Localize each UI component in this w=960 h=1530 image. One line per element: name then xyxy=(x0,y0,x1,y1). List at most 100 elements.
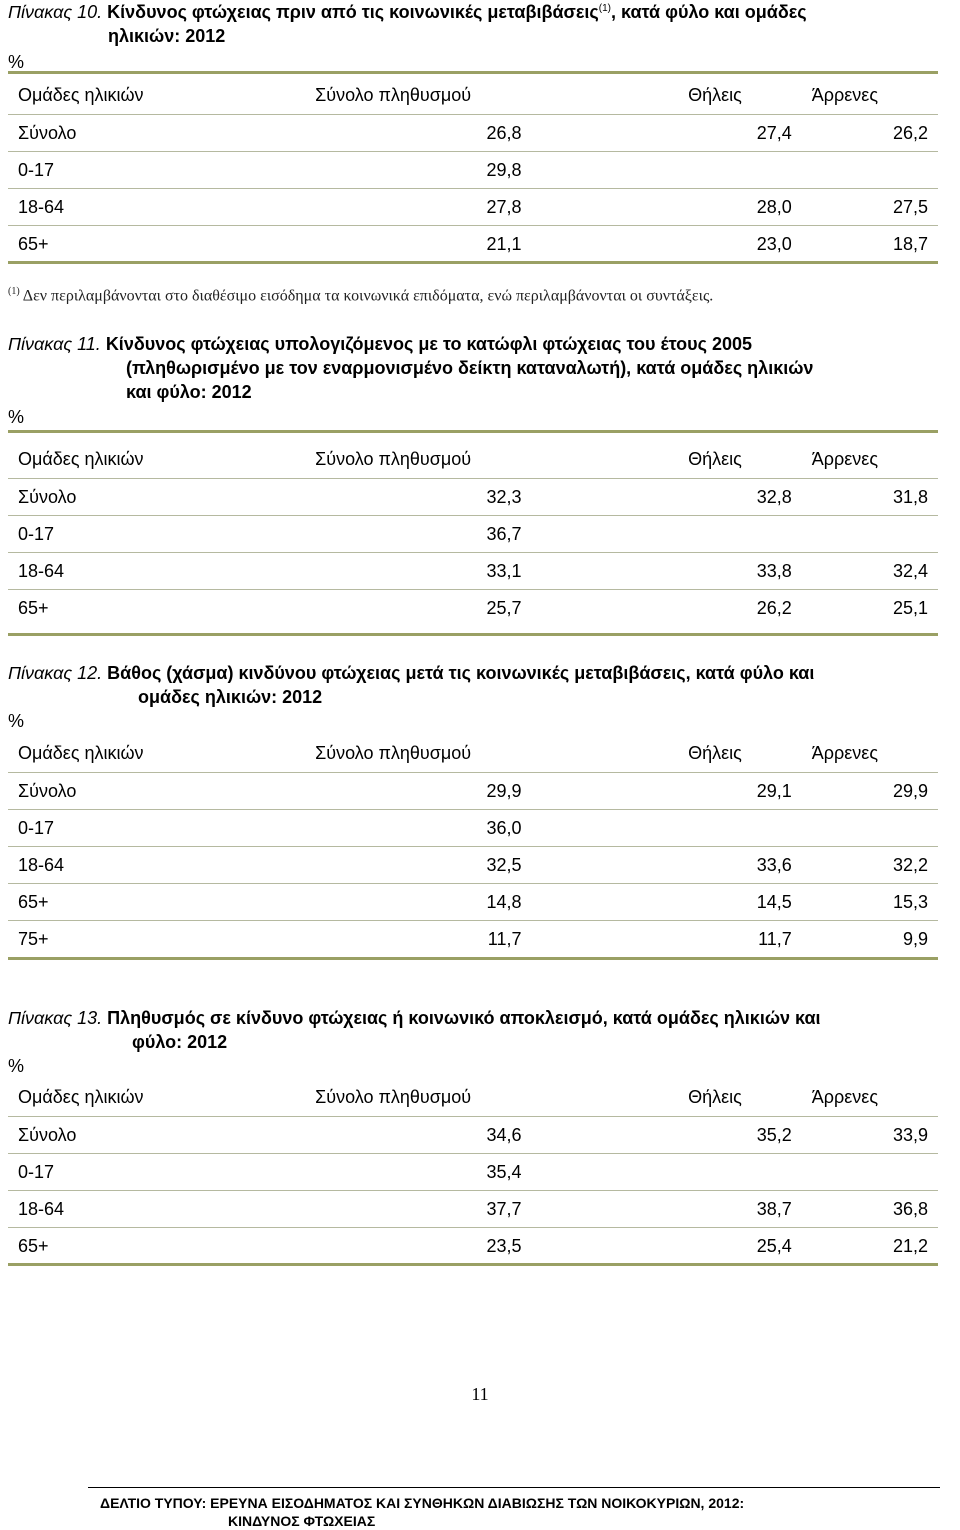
header-total: Σύνολο πληθυσμού xyxy=(315,448,472,469)
row-label: 0-17 xyxy=(8,515,255,553)
cell-male: 15,3 xyxy=(801,883,938,921)
footnote-text: Δεν περιλαμβάνονται στο διαθέσιμο εισόδη… xyxy=(19,287,714,305)
header-age-groups: Ομάδες ηλικιών xyxy=(18,84,144,105)
row-label: 65+ xyxy=(8,883,255,921)
cell-female: 28,0 xyxy=(531,188,802,226)
table-title-line2: φύλο: 2012 xyxy=(132,1032,228,1052)
table-bottom-rule xyxy=(8,261,938,264)
header-female: Θήλεις xyxy=(688,742,742,763)
table-label: Πίνακας 10. xyxy=(8,2,103,22)
table-row: Σύνολο 29,9 29,1 29,9 xyxy=(8,772,938,810)
cell-female xyxy=(531,1153,802,1191)
table-10: Ομάδες ηλικιών Σύνολο πληθυσμού Θήλεις Ά… xyxy=(8,76,938,262)
cell-total: 37,7 xyxy=(254,1190,532,1228)
row-label: Σύνολο xyxy=(8,114,255,152)
cell-female: 35,2 xyxy=(531,1116,802,1154)
table-11-caption: Πίνακας 11. Κίνδυνος φτώχειας υπολογιζόμ… xyxy=(8,332,938,428)
footnote-ref: (1) xyxy=(598,3,611,14)
cell-total: 36,7 xyxy=(254,515,532,553)
header-total: Σύνολο πληθυσμού xyxy=(315,1086,472,1107)
table-row: 65+ 14,8 14,5 15,3 xyxy=(8,883,938,921)
table-label: Πίνακας 13. xyxy=(8,1008,103,1028)
header-age-groups: Ομάδες ηλικιών xyxy=(18,1086,144,1107)
header-age-groups: Ομάδες ηλικιών xyxy=(18,742,144,763)
cell-male: 32,4 xyxy=(801,552,938,590)
table-row: 75+ 11,7 11,7 9,9 xyxy=(8,920,938,957)
footer-line2: ΚΙΝΔΥΝΟΣ ΦΤΩΧΕΙΑΣ xyxy=(228,1513,376,1529)
cell-male: 21,2 xyxy=(801,1227,938,1264)
table-bottom-rule xyxy=(8,957,938,960)
cell-total: 35,4 xyxy=(254,1153,532,1191)
table-header-row: Ομάδες ηλικιών Σύνολο πληθυσμού Θήλεις Ά… xyxy=(8,76,938,115)
cell-total: 14,8 xyxy=(254,883,532,921)
cell-total: 27,8 xyxy=(254,188,532,226)
cell-female: 11,7 xyxy=(531,920,802,957)
table-10-caption: Πίνακας 10. Κίνδυνος φτώχειας πριν από τ… xyxy=(8,0,938,73)
header-male: Άρρενες xyxy=(811,1086,878,1107)
row-label: 18-64 xyxy=(8,1190,255,1228)
header-total: Σύνολο πληθυσμού xyxy=(315,84,472,105)
header-male: Άρρενες xyxy=(811,448,878,469)
table-title-line2: ομάδες ηλικιών: 2012 xyxy=(138,687,323,707)
cell-female: 38,7 xyxy=(531,1190,802,1228)
table-row: 65+ 21,1 23,0 18,7 xyxy=(8,225,938,262)
table-top-rule xyxy=(8,71,938,74)
header-age-groups: Ομάδες ηλικιών xyxy=(18,448,144,469)
table-11: Ομάδες ηλικιών Σύνολο πληθυσμού Θήλεις Ά… xyxy=(8,440,938,626)
header-female: Θήλεις xyxy=(688,84,742,105)
cell-female: 33,8 xyxy=(531,552,802,590)
cell-total: 29,9 xyxy=(254,772,532,810)
table-title-line2: (πληθωρισμένο με τον εναρμονισμένο δείκτ… xyxy=(126,358,814,378)
table-title: Βάθος (χάσμα) κινδύνου φτώχειας μετά τις… xyxy=(107,663,815,683)
table-12-caption: Πίνακας 12. Βάθος (χάσμα) κινδύνου φτώχε… xyxy=(8,661,938,732)
cell-total: 34,6 xyxy=(254,1116,532,1154)
row-label: 18-64 xyxy=(8,552,255,590)
table-top-rule xyxy=(8,430,938,433)
table-row: 18-64 33,1 33,8 32,4 xyxy=(8,552,938,590)
row-label: Σύνολο xyxy=(8,478,255,516)
cell-total: 29,8 xyxy=(254,151,532,189)
cell-male: 33,9 xyxy=(801,1116,938,1154)
cell-female: 29,1 xyxy=(531,772,802,810)
cell-total: 32,3 xyxy=(254,478,532,516)
page-number: 11 xyxy=(471,1384,489,1404)
cell-female xyxy=(531,809,802,847)
cell-total: 21,1 xyxy=(254,225,532,262)
table-header-row: Ομάδες ηλικιών Σύνολο πληθυσμού Θήλεις Ά… xyxy=(8,734,938,773)
table-label: Πίνακας 12. xyxy=(8,663,103,683)
table-title-end: , κατά φύλο και ομάδες xyxy=(611,2,807,22)
footer-line1: ΔΕΛΤΙΟ ΤΥΠΟΥ: ΕΡΕΥΝΑ ΕΙΣΟΔΗΜΑΤΟΣ ΚΑΙ ΣΥΝ… xyxy=(100,1495,745,1511)
cell-total: 36,0 xyxy=(254,809,532,847)
table-title-line2: ηλικιών: 2012 xyxy=(108,26,226,46)
table-12: Ομάδες ηλικιών Σύνολο πληθυσμού Θήλεις Ά… xyxy=(8,734,938,957)
row-label: 18-64 xyxy=(8,846,255,884)
row-label: 0-17 xyxy=(8,1153,255,1191)
table-header-row: Ομάδες ηλικιών Σύνολο πληθυσμού Θήλεις Ά… xyxy=(8,1078,938,1117)
table-bottom-rule xyxy=(8,633,938,636)
table-row: 18-64 37,7 38,7 36,8 xyxy=(8,1190,938,1228)
header-male: Άρρενες xyxy=(811,84,878,105)
table-header-row: Ομάδες ηλικιών Σύνολο πληθυσμού Θήλεις Ά… xyxy=(8,440,938,479)
table-label: Πίνακας 11. xyxy=(8,334,101,354)
unit-label: % xyxy=(8,711,25,731)
cell-female: 25,4 xyxy=(531,1227,802,1264)
cell-male xyxy=(801,809,938,847)
table-row: 18-64 27,8 28,0 27,5 xyxy=(8,188,938,226)
table-row: 0-17 36,0 xyxy=(8,809,938,847)
table-row: Σύνολο 26,8 27,4 26,2 xyxy=(8,114,938,152)
table-title-line3: και φύλο: 2012 xyxy=(126,382,252,402)
cell-total: 33,1 xyxy=(254,552,532,590)
row-label: 0-17 xyxy=(8,151,255,189)
cell-male: 32,2 xyxy=(801,846,938,884)
cell-total: 32,5 xyxy=(254,846,532,884)
cell-female: 33,6 xyxy=(531,846,802,884)
row-label: 65+ xyxy=(8,589,255,626)
cell-total: 26,8 xyxy=(254,114,532,152)
cell-male xyxy=(801,1153,938,1191)
table-row: 18-64 32,5 33,6 32,2 xyxy=(8,846,938,884)
footnote: (1) Δεν περιλαμβάνονται στο διαθέσιμο ει… xyxy=(8,286,713,305)
cell-total: 11,7 xyxy=(254,920,532,957)
row-label: Σύνολο xyxy=(8,1116,255,1154)
unit-label: % xyxy=(8,407,25,427)
footer-rule xyxy=(88,1487,940,1488)
